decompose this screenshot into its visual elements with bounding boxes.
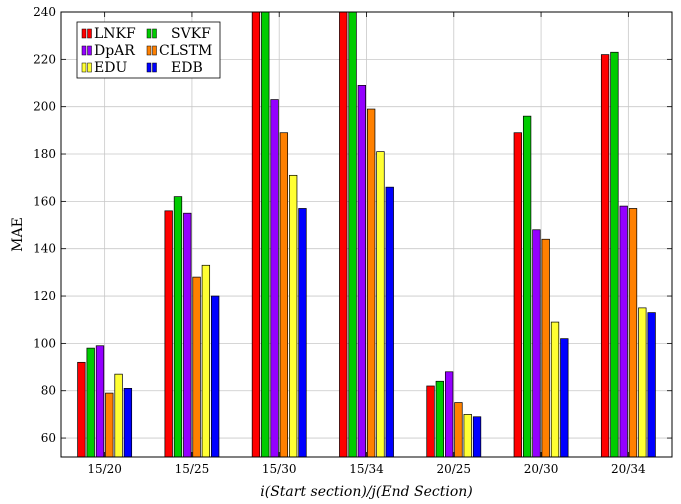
bars bbox=[77, 11, 656, 458]
bar-dpar-20-34 bbox=[619, 205, 628, 458]
legend: LNKF SVKF DpAR CLSTM EDU EDB bbox=[76, 21, 221, 79]
y-tick-label: 60 bbox=[41, 431, 56, 445]
legend-swatch bbox=[81, 45, 87, 56]
x-tick-label: 20/34 bbox=[611, 462, 646, 476]
x-tick-label: 20/25 bbox=[436, 462, 471, 476]
bar-svkf-15-20 bbox=[86, 347, 95, 458]
bar-edu-15-25 bbox=[201, 264, 211, 458]
grid bbox=[61, 11, 672, 457]
bar-edu-15-20 bbox=[114, 373, 123, 458]
legend-swatch bbox=[87, 62, 92, 73]
bar-edb-20-34 bbox=[647, 312, 656, 458]
bar-clstm-20-30 bbox=[541, 238, 550, 458]
x-tick-label: 15/30 bbox=[262, 462, 297, 476]
y-tick-label: 100 bbox=[33, 336, 56, 350]
y-tick-label: 120 bbox=[33, 289, 56, 303]
bar-clstm-20-34 bbox=[628, 208, 638, 458]
legend-swatch bbox=[81, 62, 87, 73]
bar-clstm-15-20 bbox=[105, 392, 114, 458]
x-tick-label: 20/30 bbox=[524, 462, 559, 476]
bar-lnkf-20-25 bbox=[426, 385, 435, 458]
legend-swatch bbox=[152, 45, 157, 56]
y-tick-label: 160 bbox=[33, 194, 56, 208]
legend-label: EDB bbox=[171, 60, 203, 76]
legend-swatch bbox=[146, 62, 152, 73]
bar-edu-20-34 bbox=[638, 307, 647, 458]
bar-lnkf-20-30 bbox=[513, 132, 522, 458]
bar-clstm-15-30 bbox=[279, 132, 289, 458]
legend-label: EDU bbox=[94, 60, 127, 76]
legend-swatch bbox=[146, 45, 152, 56]
bar-lnkf-15-25 bbox=[164, 210, 173, 458]
bar-lnkf-20-34 bbox=[600, 54, 610, 458]
legend-label: CLSTM bbox=[159, 43, 212, 59]
bar-edb-15-30 bbox=[298, 208, 307, 458]
legend-swatch bbox=[152, 28, 157, 39]
bar-clstm-15-25 bbox=[192, 276, 201, 458]
x-axis-ticks: 15/20 15/25 15/30 15/34 20/25 20/30 20/34 bbox=[87, 12, 646, 476]
bar-lnkf-15-34 bbox=[339, 11, 348, 458]
bar-svkf-15-34 bbox=[348, 11, 357, 458]
bar-lnkf-15-20 bbox=[77, 361, 86, 458]
legend-label: SVKF bbox=[171, 26, 211, 42]
bar-svkf-20-30 bbox=[522, 115, 532, 458]
legend-swatch bbox=[146, 28, 152, 39]
bar-dpar-20-30 bbox=[532, 229, 541, 458]
legend-label: DpAR bbox=[94, 43, 135, 59]
bar-edu-20-25 bbox=[463, 414, 472, 458]
legend-swatch bbox=[87, 45, 92, 56]
bar-edu-20-30 bbox=[550, 321, 560, 458]
x-tick-label: 15/34 bbox=[349, 462, 384, 476]
legend-swatch bbox=[81, 28, 87, 39]
bar-edb-15-25 bbox=[211, 295, 220, 458]
bar-edu-15-34 bbox=[376, 151, 385, 458]
bar-dpar-15-34 bbox=[357, 85, 366, 458]
y-tick-label: 140 bbox=[33, 242, 56, 256]
bar-dpar-20-25 bbox=[444, 371, 454, 458]
bar-edb-15-20 bbox=[123, 388, 133, 458]
bar-dpar-15-25 bbox=[183, 212, 192, 458]
x-tick-label: 15/25 bbox=[175, 462, 210, 476]
y-axis-label: MAE bbox=[10, 217, 26, 252]
y-tick-label: 200 bbox=[33, 100, 56, 114]
bar-dpar-15-20 bbox=[95, 345, 105, 458]
bar-dpar-15-30 bbox=[270, 99, 279, 458]
bar-clstm-20-25 bbox=[454, 402, 463, 458]
bar-edb-20-25 bbox=[472, 416, 482, 458]
y-tick-label: 240 bbox=[33, 5, 56, 19]
legend-swatch bbox=[152, 62, 157, 73]
legend-label: LNKF bbox=[94, 26, 136, 42]
bar-edb-20-30 bbox=[560, 338, 569, 458]
x-tick-label: 15/20 bbox=[87, 462, 122, 476]
bar-svkf-15-30 bbox=[261, 11, 270, 458]
y-tick-label: 80 bbox=[41, 384, 56, 398]
bar-svkf-15-25 bbox=[173, 196, 183, 458]
bar-edu-15-30 bbox=[289, 174, 298, 458]
y-tick-label: 220 bbox=[33, 52, 56, 66]
y-tick-label: 180 bbox=[33, 147, 56, 161]
bar-clstm-15-34 bbox=[367, 108, 376, 458]
legend-swatch bbox=[87, 28, 92, 39]
bar-svkf-20-25 bbox=[435, 380, 444, 458]
y-axis-ticks: 60 80 100 120 140 160 180 200 220 240 bbox=[33, 5, 672, 445]
bar-edb-15-34 bbox=[385, 186, 394, 458]
bar-lnkf-15-30 bbox=[251, 11, 261, 458]
x-axis-label: i(Start section)/j(End Section) bbox=[260, 484, 473, 500]
bar-svkf-20-34 bbox=[610, 51, 619, 458]
